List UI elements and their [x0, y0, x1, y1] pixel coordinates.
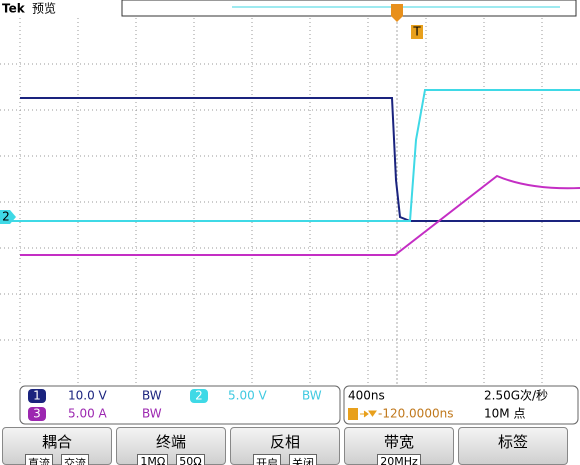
menu-options: 20MHz [345, 454, 453, 465]
ch-scale: 5.00 V [228, 389, 268, 403]
menu-option[interactable]: 关闭 [289, 454, 317, 465]
trigger-icon [411, 25, 423, 39]
menu-button[interactable]: 终端 1MΩ 50Ω [116, 427, 226, 465]
brand: Tek [2, 2, 26, 16]
ch-number: 3 [33, 407, 41, 421]
menu-title: 带宽 [383, 433, 414, 451]
ch2-marker-label: 2 [2, 210, 10, 224]
menu-options: 开启 关闭 [231, 454, 339, 465]
record-overview [121, 0, 577, 17]
ch-scale: 5.00 A [68, 407, 108, 421]
mode: 预览 [32, 1, 56, 16]
trace-ch3 [20, 174, 580, 256]
menu-title: 反相 [269, 433, 300, 451]
sample-rate: 2.50G次/秒 [484, 389, 548, 403]
menu-option[interactable]: 50Ω [176, 454, 205, 465]
timebase-panel [343, 385, 579, 425]
menu-option[interactable]: 20MHz [377, 454, 421, 465]
menu-button[interactable]: 标签 [458, 427, 568, 465]
display: Tek 预览 T 2 1 10.0 V BW 2 5.00 V BW 3 5.0… [0, 0, 580, 425]
menu-option[interactable]: 开启 [253, 454, 281, 465]
ch-bw: BW [142, 389, 162, 403]
trigger-pos-marker [391, 4, 403, 22]
ch-number: 2 [195, 389, 203, 403]
menu-options: 直流 交流 [3, 454, 111, 465]
time-scale: 400ns [348, 389, 385, 403]
menu-button[interactable]: 反相开启 关闭 [230, 427, 340, 465]
menu-title: 耦合 [41, 433, 72, 451]
record-length: 10M 点 [484, 407, 525, 421]
graticule [0, 18, 580, 385]
channel-panel [19, 385, 341, 425]
menu-option[interactable]: 交流 [61, 454, 89, 465]
ch-bw: BW [142, 407, 162, 421]
trigger-label: T [412, 25, 421, 39]
menu-button[interactable]: 耦合直流 交流 [2, 427, 112, 465]
ch2-marker [0, 210, 16, 224]
ch-scale: 10.0 V [68, 389, 108, 403]
menu-title: 标签 [497, 433, 528, 451]
trigger-position: -120.0000ns [378, 407, 453, 421]
menu-option[interactable]: 1MΩ [137, 454, 169, 465]
ch-number: 1 [33, 389, 41, 403]
trace-ch2 [0, 89, 580, 222]
menu-option[interactable]: 直流 [25, 454, 53, 465]
ch-bw: BW [302, 389, 322, 403]
menu-button[interactable]: 带宽 20MHz [344, 427, 454, 465]
trace-ch1 [20, 97, 580, 222]
menu-options: 1MΩ 50Ω [117, 454, 225, 465]
menu-title: 终端 [155, 433, 186, 451]
